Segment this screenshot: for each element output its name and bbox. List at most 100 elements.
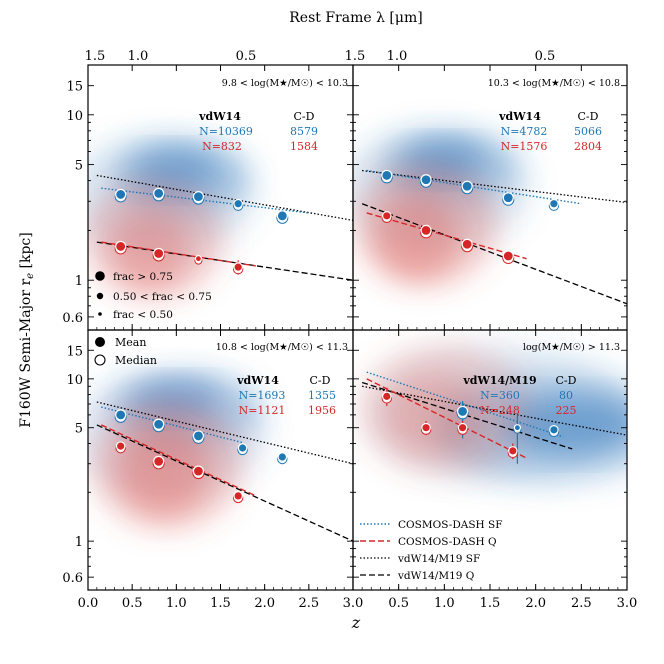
q-fit-line bbox=[100, 424, 257, 497]
sf-mean-point bbox=[115, 409, 127, 421]
q-mean-point bbox=[461, 238, 473, 250]
x-tick-label: 1.0 bbox=[166, 596, 187, 611]
count-q-ref-0: N=832 bbox=[202, 140, 242, 153]
count-q-ref-3: N=248 bbox=[480, 404, 520, 417]
sf-mean-point bbox=[233, 198, 243, 209]
line-legend: COSMOS-DASH SF COSMOS-DASH Q vdW14/M19 S… bbox=[360, 519, 503, 582]
frac-legend: frac > 0.75 0.50 < frac < 0.75 frac < 0.… bbox=[95, 271, 212, 321]
sf-mean-point bbox=[276, 210, 288, 222]
q-model-line bbox=[96, 424, 353, 542]
count-q-ref-2: N=1121 bbox=[239, 404, 286, 417]
density-q-1 bbox=[385, 374, 486, 455]
sf-mean-point bbox=[549, 425, 559, 435]
line-legend-item-2: vdW14/M19 SF bbox=[397, 553, 480, 565]
q-fit-line bbox=[366, 212, 527, 260]
count-sf-cd-0: 8579 bbox=[290, 125, 318, 138]
density-panel-1 bbox=[353, 128, 531, 286]
q-mean-point bbox=[508, 446, 518, 456]
panel-data-0 bbox=[96, 174, 353, 281]
count-q-cd-2: 1956 bbox=[308, 404, 336, 417]
density-panel-3 bbox=[359, 342, 627, 483]
q-model-line bbox=[96, 241, 353, 281]
y-tick-label: 10 bbox=[66, 373, 83, 388]
stat-legend-mean: Mean bbox=[115, 336, 146, 349]
panel-data-3 bbox=[361, 371, 627, 464]
q-mean-point bbox=[153, 455, 165, 468]
svg-text:F160W Semi-Major re [kpc]: F160W Semi-Major re [kpc] bbox=[18, 232, 36, 428]
sf-mean-point bbox=[549, 198, 559, 209]
count-sf-cd-2: 1355 bbox=[308, 389, 336, 402]
y-axis-title: F160W Semi-Major re [kpc] bbox=[18, 232, 36, 428]
y-tick-label: 5 bbox=[75, 159, 83, 174]
x-tick-label: 3.0 bbox=[617, 596, 638, 611]
q-fit-line bbox=[366, 378, 527, 459]
stat-legend-median-marker bbox=[94, 354, 106, 366]
plot-layer bbox=[96, 169, 627, 542]
q-mean-point bbox=[194, 255, 203, 263]
sf-model-line bbox=[362, 385, 627, 436]
x-tick-label: 3.0 bbox=[343, 596, 364, 611]
q-mean-point bbox=[502, 250, 514, 262]
top-tick-label: 1.0 bbox=[387, 49, 408, 64]
mass-bin-label-0: 9.8 < log(M★/M☉) < 10.3 bbox=[222, 78, 348, 89]
q-model-line bbox=[361, 203, 627, 305]
count-q-ref-1: N=1576 bbox=[501, 140, 548, 153]
count-q-cd-1: 2804 bbox=[574, 140, 602, 153]
x-tick-label: 2.0 bbox=[525, 596, 546, 611]
density-clouds bbox=[88, 128, 627, 529]
sf-mean-point bbox=[502, 192, 514, 204]
sf-mean-point bbox=[153, 418, 165, 430]
count-sf-ref-0: N=10369 bbox=[199, 125, 253, 138]
top-tick-label: 1.0 bbox=[128, 49, 149, 64]
sf-mean-point bbox=[115, 188, 127, 201]
sf-mean-point bbox=[457, 405, 469, 418]
count-header-cd-1: C-D bbox=[578, 110, 599, 123]
q-mean-point bbox=[420, 224, 432, 237]
stat-legend-median: Median bbox=[115, 354, 157, 367]
panel-annotations: 9.8 < log(M★/M☉) < 10.3 vdW14 C-D N=1036… bbox=[198, 78, 620, 417]
q-mean-point bbox=[421, 422, 431, 433]
line-legend-item-3: vdW14/M19 Q bbox=[397, 570, 475, 582]
y-tick-label: 10 bbox=[66, 109, 83, 124]
count-header-ref-3: vdW14/M19 bbox=[462, 374, 536, 387]
q-mean-point bbox=[381, 391, 392, 402]
sf-model-line bbox=[96, 174, 353, 222]
density-q-1 bbox=[374, 195, 459, 280]
density-panel-0 bbox=[88, 136, 254, 298]
x-tick-label: 2.5 bbox=[571, 596, 592, 611]
count-header-ref-2: vdW14 bbox=[236, 374, 279, 387]
y-tick-label: 1 bbox=[75, 274, 83, 289]
x-tick-label: 0.5 bbox=[122, 596, 143, 611]
y-tick-label: 15 bbox=[66, 344, 83, 359]
y-axis-title-sub: e bbox=[25, 273, 36, 279]
line-legend-item-1: COSMOS-DASH Q bbox=[398, 536, 497, 548]
sf-fit-line bbox=[366, 169, 582, 205]
count-sf-ref-1: N=4782 bbox=[501, 125, 548, 138]
y-tick-label: 1 bbox=[75, 535, 83, 550]
q-fit-line bbox=[101, 241, 256, 267]
count-sf-ref-2: N=1693 bbox=[239, 389, 286, 402]
density-panel-2 bbox=[88, 371, 268, 529]
mass-bin-label-1: 10.3 < log(M★/M☉) < 10.8 bbox=[488, 78, 620, 89]
sf-mean-point bbox=[461, 180, 473, 192]
x-tick-label: 1.5 bbox=[210, 596, 231, 611]
stat-legend: Mean Median bbox=[94, 336, 157, 367]
q-mean-point bbox=[233, 262, 243, 272]
sf-fit-line bbox=[366, 371, 564, 438]
line-legend-item-0: COSMOS-DASH SF bbox=[398, 519, 503, 531]
q-mean-point bbox=[192, 465, 205, 477]
count-header-cd-0: C-D bbox=[294, 110, 315, 123]
top-tick-label: 1.5 bbox=[345, 49, 366, 64]
count-q-cd-3: 225 bbox=[556, 404, 577, 417]
frac-legend-marker-large bbox=[95, 271, 105, 281]
y-tick-label: 5 bbox=[75, 422, 83, 437]
count-header-cd-3: C-D bbox=[556, 374, 577, 387]
q-mean-point bbox=[115, 441, 126, 451]
sf-mean-point bbox=[381, 169, 393, 182]
sf-model-line bbox=[362, 169, 627, 204]
count-sf-cd-1: 5066 bbox=[574, 125, 602, 138]
x-tick-label: 1.5 bbox=[480, 596, 501, 611]
top-axis-title: Rest Frame λ [μm] bbox=[289, 10, 422, 26]
sf-mean-point bbox=[513, 424, 522, 432]
count-q-cd-0: 1584 bbox=[290, 140, 318, 153]
